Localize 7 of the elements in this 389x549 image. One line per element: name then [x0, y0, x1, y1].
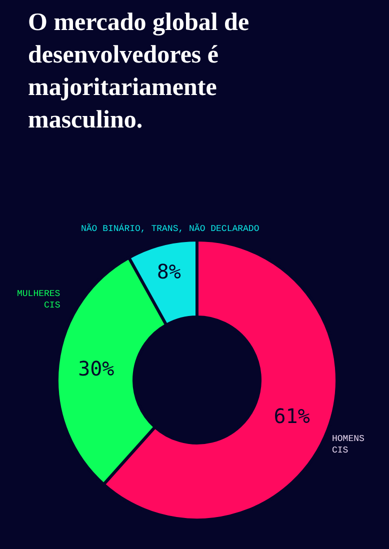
chart-title: O mercado global de desenvolvedores é majoritariamente masculino.	[28, 9, 250, 134]
slice-label: MULHERES CIS	[17, 289, 60, 311]
slice-label: HOMENS CIS	[332, 434, 364, 456]
data-label: 8%	[156, 260, 181, 284]
data-label: 30%	[78, 356, 114, 381]
slice-label: NÃO BINÁRIO, TRANS, NÃO DECLARADO	[81, 223, 260, 234]
data-label: 61%	[274, 404, 310, 428]
